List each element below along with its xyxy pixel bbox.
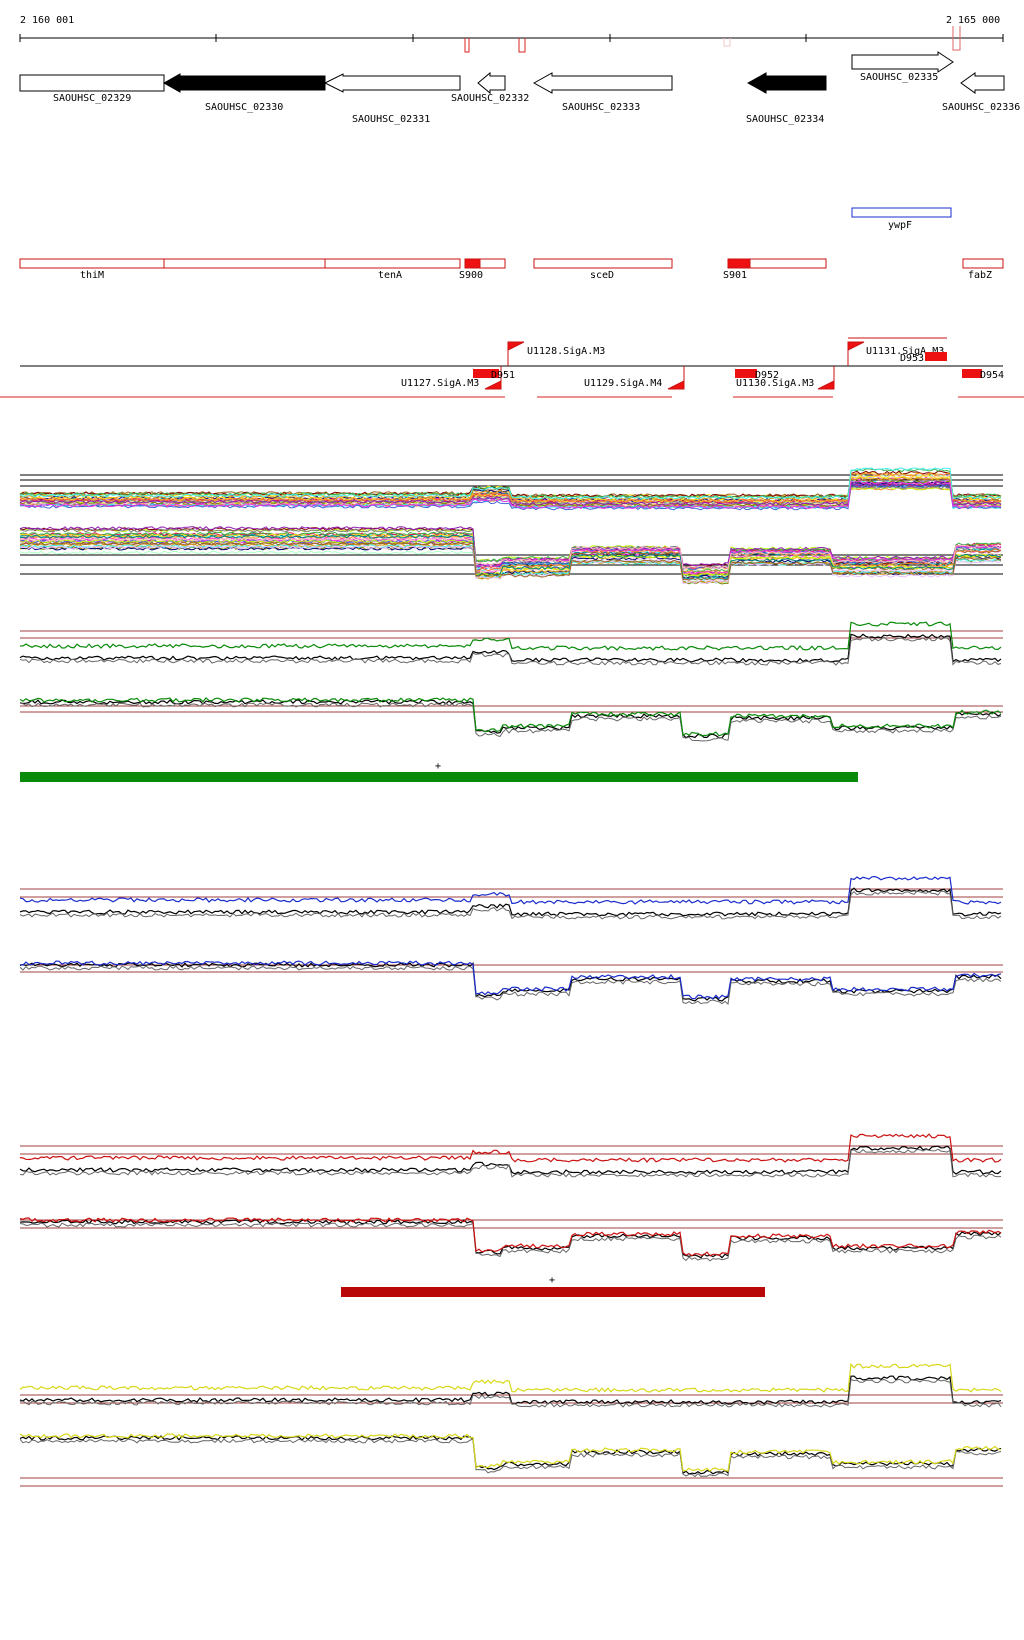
profile-line-multi-forward xyxy=(19,480,1002,509)
blue-annotation-track: ywpF xyxy=(851,207,952,231)
profile-line-multi-forward xyxy=(19,483,1002,511)
segment-plus-mark: + xyxy=(435,761,441,772)
profile-line-forward xyxy=(19,1148,1002,1178)
ruler-end-label: 2 165 000 xyxy=(946,15,1000,26)
segment-plus-mark: + xyxy=(549,1275,555,1286)
profile-line-forward xyxy=(19,636,1002,666)
annotation-label: ywpF xyxy=(888,220,912,231)
profile-line-multi-reverse xyxy=(19,541,1002,581)
annotation-box-filled[interactable] xyxy=(464,258,481,269)
profile-line-reverse xyxy=(19,1433,1002,1472)
annotation-box[interactable] xyxy=(851,207,952,218)
annotation-label: S900 xyxy=(459,270,483,281)
segment-bars: + + xyxy=(20,761,858,1297)
terminator-box[interactable] xyxy=(962,369,982,378)
profile-line-multi-reverse xyxy=(19,535,1002,575)
gene-arrow[interactable] xyxy=(746,72,827,94)
profile-line-multi-forward xyxy=(19,482,1002,506)
gene-label: SAOUHSC_02332 xyxy=(451,93,529,104)
profile-line-multi-reverse xyxy=(19,534,1002,581)
promoter-label: U1129.SigA.M4 xyxy=(584,378,662,389)
profile-line-reverse xyxy=(19,702,1002,742)
gene-arrow[interactable] xyxy=(19,74,165,92)
profile-line-forward xyxy=(19,887,1002,917)
profile-line-multi-forward xyxy=(19,476,1002,501)
segment-bar-green[interactable] xyxy=(20,772,858,782)
profile-line-reverse xyxy=(19,960,1002,1000)
gene-arrow[interactable] xyxy=(323,73,461,93)
terminator-label: D952 xyxy=(755,370,779,381)
ruler-notch xyxy=(723,38,731,47)
gene-label: SAOUHSC_02331 xyxy=(352,114,430,125)
annotation-box[interactable] xyxy=(533,258,673,269)
profile-line-reverse xyxy=(19,697,1002,737)
profile-line-multi-forward xyxy=(19,467,1002,500)
ruler-notch xyxy=(518,38,526,53)
profile-line-forward xyxy=(19,1145,1002,1175)
promoter-label: U1131.SigA.M3 xyxy=(866,346,944,357)
annotation-box[interactable] xyxy=(324,258,461,269)
annotation-label: sceD xyxy=(590,270,614,281)
promoter-flag[interactable] xyxy=(667,366,685,390)
profile-line-reverse xyxy=(19,1222,1002,1262)
annotation-label: fabZ xyxy=(968,270,992,281)
annotation-box[interactable] xyxy=(962,258,1004,269)
gene-label: SAOUHSC_02335 xyxy=(860,72,938,83)
expression-panels xyxy=(19,467,1003,1487)
segment-bar-red[interactable] xyxy=(341,1287,765,1297)
promoter-label: U1127.SigA.M3 xyxy=(401,378,479,389)
annotation-label: tenA xyxy=(378,270,402,281)
promoter-flag[interactable] xyxy=(507,341,525,366)
gene-label: SAOUHSC_02334 xyxy=(746,114,824,125)
promoter-flag[interactable] xyxy=(847,341,865,366)
terminator-box[interactable] xyxy=(925,352,947,361)
profile-line-reverse xyxy=(19,1217,1002,1257)
gene-label: SAOUHSC_02330 xyxy=(205,102,283,113)
terminator-label: D954 xyxy=(980,370,1004,381)
promoter-terminator-track: U1128.SigA.M3 U1131.SigA.M3 U1127.SigA.M… xyxy=(0,337,1024,398)
promoter-flag[interactable] xyxy=(484,366,502,390)
profile-line-multi-forward xyxy=(19,472,1002,504)
terminator-box[interactable] xyxy=(735,369,757,378)
ruler-notch xyxy=(952,26,961,51)
profile-line-forward xyxy=(19,621,1002,651)
annotation-label: thiM xyxy=(80,270,104,281)
coordinate-ruler: 2 160 001 2 165 000 xyxy=(19,15,1004,53)
profile-line-reverse xyxy=(19,965,1002,1005)
promoter-label: U1128.SigA.M3 xyxy=(527,346,605,357)
promoter-flag[interactable] xyxy=(817,366,835,390)
profile-line-reverse xyxy=(19,1219,1002,1259)
red-annotation-track: thiM tenA S900 sceD S901 fabZ xyxy=(19,258,1004,281)
terminator-box[interactable] xyxy=(473,369,499,378)
gene-track: SAOUHSC_02329 SAOUHSC_02330 SAOUHSC_0233… xyxy=(19,51,1020,125)
profile-line-forward xyxy=(19,1378,1002,1408)
gene-arrow[interactable] xyxy=(162,73,326,93)
profile-line-forward xyxy=(19,1375,1002,1405)
gene-label: SAOUHSC_02329 xyxy=(53,93,131,104)
profile-line-forward xyxy=(19,1362,1002,1393)
profile-line-multi-reverse xyxy=(19,537,1002,570)
profile-line-forward xyxy=(19,1133,1002,1163)
ruler-notch xyxy=(464,38,470,53)
annotation-label: S901 xyxy=(723,270,747,281)
terminator-label: D951 xyxy=(491,370,515,381)
profile-line-forward xyxy=(19,890,1002,920)
gene-arrow[interactable] xyxy=(532,72,673,94)
annotation-box[interactable] xyxy=(19,258,165,269)
profile-line-reverse xyxy=(19,961,1002,1002)
gene-arrow[interactable] xyxy=(960,72,1005,94)
annotation-box[interactable] xyxy=(163,258,326,269)
promoter-label: U1130.SigA.M3 xyxy=(736,378,814,389)
profile-line-multi-reverse xyxy=(19,526,1002,567)
gene-label: SAOUHSC_02336 xyxy=(942,102,1020,113)
ruler-start-label: 2 160 001 xyxy=(20,15,74,26)
gene-arrow[interactable] xyxy=(851,51,954,73)
profile-line-reverse xyxy=(19,1438,1002,1478)
gene-label: SAOUHSC_02333 xyxy=(562,102,640,113)
terminator-label: D953 xyxy=(900,353,924,364)
profile-line-forward xyxy=(19,875,1002,905)
gene-arrow[interactable] xyxy=(477,71,506,95)
annotation-box-filled[interactable] xyxy=(727,258,751,269)
